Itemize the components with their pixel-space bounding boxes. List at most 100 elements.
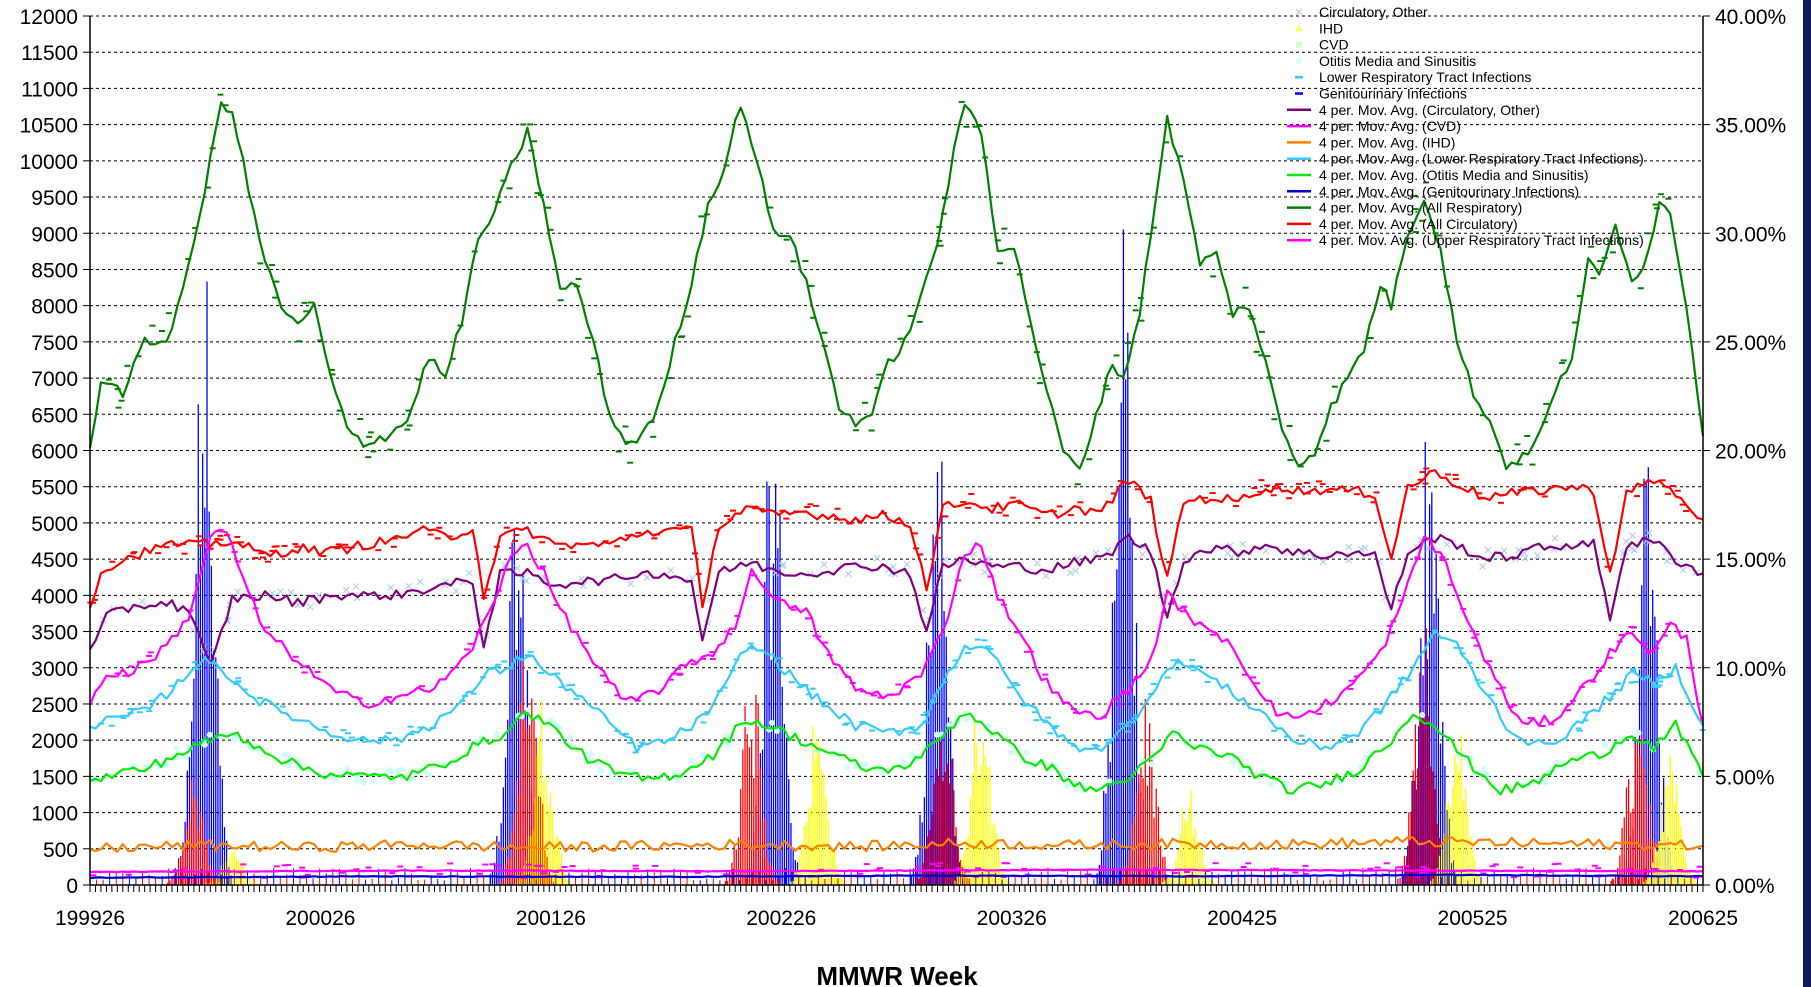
y-tick-label: 10500 (20, 115, 78, 138)
y2-tick-label: 10.00% (1715, 658, 1786, 681)
scatter-point (425, 771, 432, 778)
scatter-point (342, 586, 350, 594)
y-tick-label: 9000 (31, 223, 78, 246)
legend-label: 4 per. Mov. Avg. (Otitis Media and Sinus… (1319, 167, 1589, 183)
legend-label: Circulatory, Other (1319, 4, 1428, 20)
y-tick-label: 5000 (31, 513, 78, 536)
scatter-point (688, 757, 695, 764)
window-edge (1803, 0, 1811, 987)
scatter-point (1361, 544, 1369, 552)
scatter-point (889, 563, 897, 571)
scatter-point (1628, 545, 1636, 553)
legend-swatch (1295, 8, 1303, 16)
legend-item: IHD (1295, 20, 1343, 36)
scatter-point (163, 762, 170, 769)
legend-item: 4 per. Mov. Avg. (Circulatory, Other) (1287, 102, 1540, 118)
scatter-point (1139, 551, 1146, 558)
axes: 0 500 1000 1500 2000 2500 3000 3500 4000 4500 5000… (20, 6, 1787, 930)
y2-tick-label: 15.00% (1715, 549, 1786, 572)
scatter-point (206, 731, 213, 738)
legend-label: 4 per. Mov. Avg. (IHD) (1319, 134, 1455, 150)
legend-label: 4 per. Mov. Avg. (CVD) (1319, 118, 1461, 134)
y-tick-label: 5500 (31, 477, 78, 500)
scatter-point (963, 716, 970, 723)
scatter-point (1679, 566, 1687, 574)
y-tick-label: 2000 (31, 730, 78, 753)
scatter-point (1023, 749, 1030, 756)
x-tick-label: 200525 (1438, 907, 1508, 930)
scatter-point (354, 774, 361, 781)
series-line (88, 469, 1704, 609)
scatter-point (903, 560, 911, 568)
y-tick-label: 3000 (31, 658, 78, 681)
scatter-point (493, 730, 500, 737)
series-line (88, 529, 1705, 727)
scatter-point (276, 588, 284, 595)
bar-series (89, 229, 1699, 885)
y-tick-label: 1000 (31, 803, 78, 826)
scatter-point (173, 745, 180, 752)
scatter-point (452, 587, 460, 595)
legend-item: 4 per. Mov. Avg. (CVD) (1287, 118, 1461, 134)
scatter-point (1551, 534, 1559, 542)
scatter-point (360, 779, 367, 786)
scatter-point (873, 554, 881, 562)
scatter-point (861, 760, 868, 767)
y2-tick-label: 35.00% (1715, 115, 1786, 138)
y-tick-label: 10000 (20, 151, 78, 174)
y-tick-label: 12000 (20, 6, 78, 29)
legend-label: Lower Respiratory Tract Infections (1319, 69, 1531, 85)
scatter-point (518, 575, 526, 583)
legend-item: 4 per. Mov. Avg. (All Respiratory) (1287, 200, 1522, 216)
legend-label: 4 per. Mov. Avg. (Genitourinary Infectio… (1319, 183, 1579, 199)
legend-swatch (1295, 24, 1303, 32)
scatter-point (287, 589, 295, 596)
scatter-point (513, 564, 521, 572)
scatter-point (1601, 742, 1608, 749)
scatter-point (1635, 729, 1642, 736)
y-tick-label: 4000 (31, 585, 78, 608)
scatter-point (189, 626, 197, 634)
scatter-point (315, 591, 323, 599)
y-tick-label: 2500 (31, 694, 78, 717)
scatter-point (985, 555, 992, 562)
x-tick-label: 200625 (1668, 907, 1738, 930)
x-tick-label: 200226 (746, 907, 816, 930)
scatter-point (1345, 543, 1353, 551)
legend-label: Genitourinary Infections (1319, 86, 1467, 102)
y-tick-label: 4500 (31, 549, 78, 572)
y2-tick-label: 20.00% (1715, 441, 1786, 464)
y-tick-label: 7500 (31, 332, 78, 355)
y-tick-label: 1500 (31, 766, 78, 789)
series-line (89, 836, 1704, 853)
scatter-point (344, 765, 351, 772)
scatter-point (183, 754, 190, 761)
scatter-point (138, 597, 146, 605)
scatter-point (820, 561, 828, 568)
legend-swatch (1296, 41, 1302, 48)
legend-label: 4 per. Mov. Avg. (Circulatory, Other) (1319, 102, 1540, 118)
x-tick-label: 200425 (1207, 907, 1277, 930)
scatter-point (1148, 761, 1155, 768)
legend-label: IHD (1319, 20, 1343, 36)
scatter-point (909, 751, 916, 758)
scatter-point (667, 566, 675, 574)
scatter-point (395, 767, 402, 774)
y-tick-label: 500 (43, 839, 78, 862)
scatter-point (779, 561, 787, 568)
scatter-point (1534, 552, 1541, 559)
scatter-point (370, 778, 377, 785)
x-tick-label: 200026 (285, 907, 355, 930)
legend-item: Otitis Media and Sinusitis (1295, 53, 1476, 69)
scatter-point (388, 768, 395, 775)
scatter-point (1663, 557, 1671, 565)
series-line (89, 868, 1704, 874)
scatter-point (466, 569, 473, 577)
legend-label: 4 per. Mov. Avg. (Lower Respiratory Trac… (1319, 151, 1644, 167)
moving-average-lines (88, 101, 1705, 880)
scatter-point (597, 767, 604, 774)
scatter-point (700, 751, 707, 758)
scatter-point (643, 574, 651, 581)
legend-label: 4 per. Mov. Avg. (Upper Respiratory Trac… (1319, 232, 1644, 248)
